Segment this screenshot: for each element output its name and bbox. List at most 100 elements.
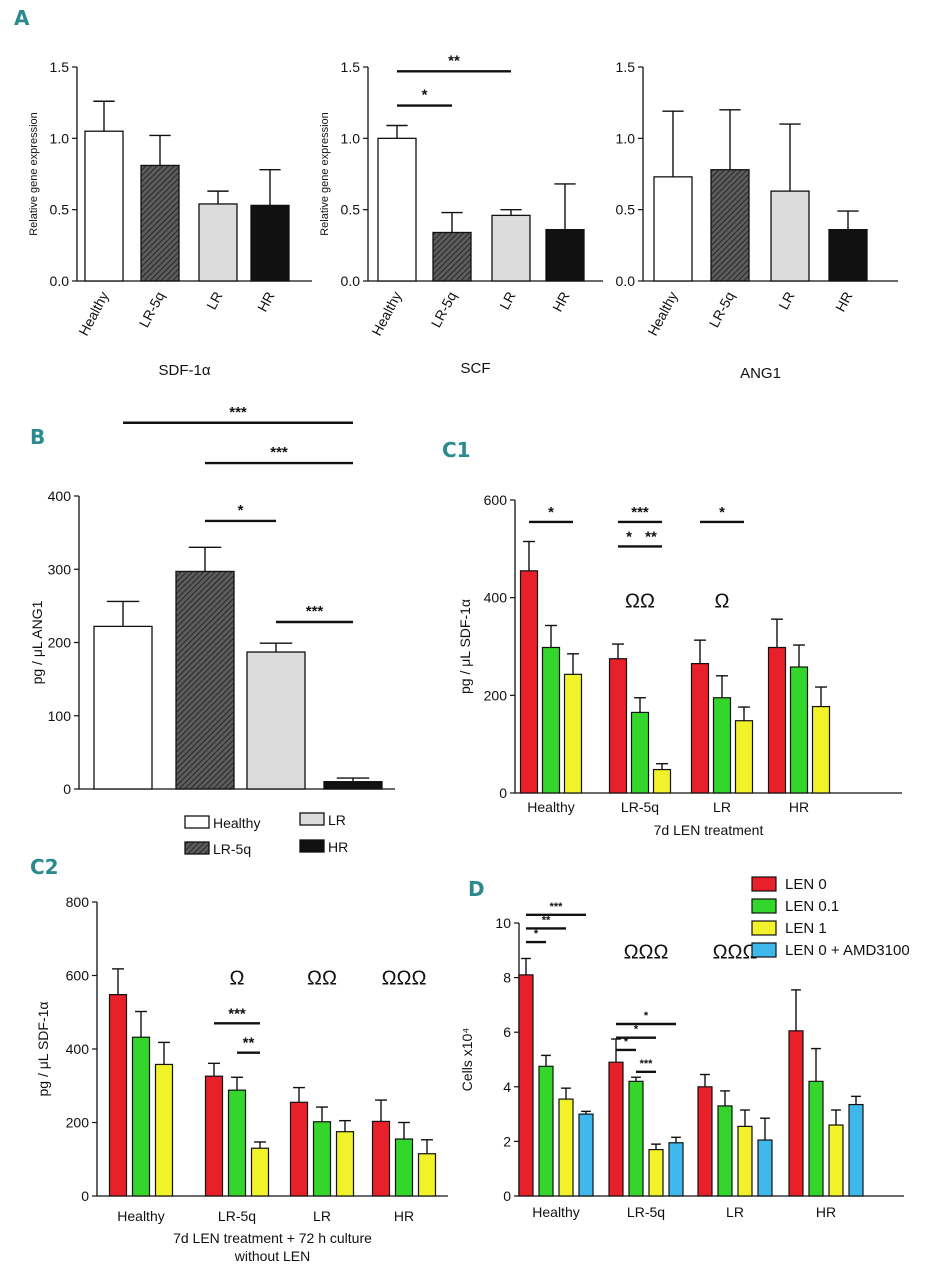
x-category-label: LR bbox=[713, 799, 731, 815]
bar-series-2 bbox=[734, 720, 754, 794]
bar-lr5q bbox=[710, 169, 750, 282]
omega-annotation: ΩΩΩ bbox=[624, 941, 669, 963]
significance-label: ** bbox=[243, 1035, 255, 1052]
y-tick-label: 8 bbox=[503, 970, 511, 986]
y-tick-label: 800 bbox=[66, 894, 90, 910]
y-tick-label: 1.5 bbox=[341, 59, 361, 75]
bar-healthy bbox=[84, 130, 124, 282]
bar-lr bbox=[491, 214, 531, 282]
legend-swatch-hr bbox=[299, 839, 325, 853]
bar-series-3 bbox=[668, 1142, 684, 1197]
y-tick-label: 400 bbox=[66, 1041, 90, 1057]
x-category-label: LR-5q bbox=[428, 289, 460, 330]
x-category-label: HR bbox=[816, 1204, 836, 1220]
bar-series-1 bbox=[712, 697, 732, 794]
significance-label: * bbox=[534, 928, 539, 940]
y-tick-label: 0.5 bbox=[616, 202, 636, 218]
y-tick-label: 0.0 bbox=[341, 273, 361, 289]
omega-annotation: ΩΩΩ bbox=[713, 941, 758, 963]
bar-hr bbox=[545, 228, 585, 282]
bar-series-1 bbox=[312, 1121, 332, 1197]
x-axis-label: 7d LEN treatment + 72 h culture bbox=[173, 1230, 372, 1246]
legend-swatch-len0 bbox=[751, 876, 777, 892]
y-tick-label: 200 bbox=[484, 687, 508, 703]
y-tick-label: 0 bbox=[499, 785, 507, 801]
bar-healthy bbox=[377, 137, 417, 282]
legend-swatch-len1 bbox=[751, 920, 777, 936]
x-category-label: LR bbox=[775, 289, 798, 312]
y-axis-label: Relative gene expression bbox=[28, 112, 40, 236]
bar-series-0 bbox=[289, 1101, 309, 1197]
legend-label: LEN 0 + AMD3100 bbox=[785, 942, 910, 959]
bar-series-1 bbox=[131, 1036, 151, 1197]
bar-hr bbox=[323, 781, 383, 790]
x-category-label: HR bbox=[789, 799, 809, 815]
y-tick-label: 1.5 bbox=[50, 59, 70, 75]
bar-healthy bbox=[653, 176, 693, 282]
bar-series-0 bbox=[697, 1086, 713, 1197]
y-axis-label: pg / μL SDF-1α bbox=[457, 599, 473, 694]
y-tick-label: 400 bbox=[484, 590, 508, 606]
legend-label: HR bbox=[328, 839, 348, 855]
bar-series-3 bbox=[757, 1139, 773, 1197]
significance-label: ** bbox=[448, 52, 460, 69]
y-tick-label: 0 bbox=[503, 1188, 511, 1204]
bar-series-2 bbox=[558, 1098, 574, 1197]
significance-label: ** bbox=[542, 914, 551, 926]
y-tick-label: 200 bbox=[48, 635, 72, 651]
x-category-label: Healthy bbox=[75, 289, 111, 338]
significance-label: * bbox=[634, 1024, 639, 1036]
significance-label: *** bbox=[640, 1058, 654, 1070]
bar-series-3 bbox=[578, 1113, 594, 1197]
bar-series-1 bbox=[227, 1089, 247, 1197]
legend-label: LR-5q bbox=[213, 841, 251, 857]
bar-series-1 bbox=[630, 711, 650, 794]
y-tick-label: 200 bbox=[66, 1115, 90, 1131]
legend-label: Healthy bbox=[213, 815, 260, 831]
significance-label: * bbox=[624, 1036, 629, 1048]
bar-series-2 bbox=[154, 1063, 174, 1197]
y-tick-label: 0.5 bbox=[341, 202, 361, 218]
omega-annotation: Ω bbox=[715, 590, 730, 612]
y-tick-label: 2 bbox=[503, 1133, 511, 1149]
legend-label: LEN 0.1 bbox=[785, 898, 839, 915]
legend-swatch-amd bbox=[751, 942, 777, 958]
x-category-label: Healthy bbox=[532, 1204, 579, 1220]
x-category-label: HR bbox=[394, 1208, 414, 1224]
panel-label-b: B bbox=[30, 425, 46, 449]
y-tick-label: 1.0 bbox=[341, 130, 361, 146]
significance-label: *** bbox=[229, 404, 247, 421]
x-category-label: LR-5q bbox=[621, 799, 659, 815]
y-tick-label: 300 bbox=[48, 561, 72, 577]
y-tick-label: 10 bbox=[495, 915, 511, 931]
legend-label: LEN 0 bbox=[785, 876, 827, 893]
chart-title: SDF-1α bbox=[158, 362, 210, 379]
bar-series-1 bbox=[789, 666, 809, 794]
significance-label: * bbox=[626, 528, 632, 545]
bar-series-1 bbox=[394, 1138, 414, 1197]
bar-series-0 bbox=[767, 646, 787, 794]
chart-title: ANG1 bbox=[740, 365, 781, 382]
y-tick-label: 0.5 bbox=[50, 202, 70, 218]
bar-series-2 bbox=[335, 1131, 355, 1197]
bar-series-0 bbox=[518, 974, 534, 1197]
omega-annotation: ΩΩΩ bbox=[382, 968, 427, 990]
y-tick-label: 600 bbox=[484, 492, 508, 508]
x-category-label: LR-5q bbox=[706, 289, 738, 330]
omega-annotation: ΩΩ bbox=[307, 968, 337, 990]
bar-series-3 bbox=[848, 1103, 864, 1197]
bar-series-2 bbox=[648, 1148, 664, 1197]
omega-annotation: Ω bbox=[230, 968, 245, 990]
bar-healthy bbox=[93, 625, 153, 790]
bar-series-0 bbox=[690, 662, 710, 794]
y-axis-label: Cells x10⁴ bbox=[459, 1028, 475, 1092]
x-category-label: LR bbox=[496, 289, 519, 312]
x-category-label: LR bbox=[313, 1208, 331, 1224]
legend-label: LEN 1 bbox=[785, 920, 827, 937]
x-category-label: LR-5q bbox=[627, 1204, 665, 1220]
x-category-label: Healthy bbox=[527, 799, 574, 815]
x-category-label: Healthy bbox=[117, 1208, 164, 1224]
bar-series-2 bbox=[737, 1125, 753, 1197]
y-axis-label: pg / μL SDF-1α bbox=[35, 1001, 51, 1096]
y-tick-label: 1.5 bbox=[616, 59, 636, 75]
